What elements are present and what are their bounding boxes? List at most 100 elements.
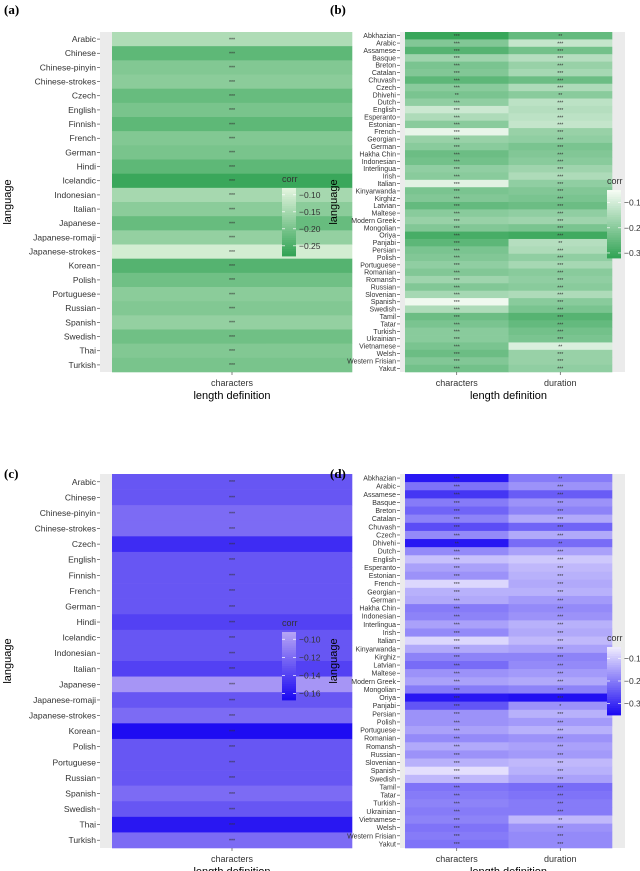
significance-label: *** xyxy=(454,182,460,188)
y-tick-label-western-frisian: Western Frisian xyxy=(347,358,396,365)
legend-gradient-step xyxy=(607,649,621,652)
y-tick-label-interlingua: Interlingua xyxy=(363,166,396,173)
legend-tick-label: −0.10 xyxy=(299,634,321,644)
legend-gradient-step xyxy=(282,681,296,685)
y-tick-label-kirghiz: Kirghiz xyxy=(375,654,397,661)
legend-gradient-step xyxy=(282,684,296,687)
heatmap-cell-maltese-duration xyxy=(508,209,613,218)
legend-gradient-step xyxy=(282,672,296,676)
significance-label: *** xyxy=(454,307,460,313)
significance-label: *** xyxy=(454,647,460,653)
y-axis-title: language xyxy=(328,179,340,224)
legend-gradient-step xyxy=(607,239,621,243)
heatmap-cell-panjabi-characters xyxy=(405,701,509,711)
heatmap-cell-georgian-characters xyxy=(405,135,509,144)
heatmap-cell-portuguese-characters xyxy=(405,726,509,735)
heatmap-cell-kirghiz-duration xyxy=(508,652,613,662)
y-tick-label-romanian: Romanian xyxy=(364,270,396,277)
panel-d: (d) *** **Abkhazian*** ***Arabic*** ***Assam… xyxy=(328,466,640,871)
significance-label: *** xyxy=(454,137,460,143)
significance-label: *** xyxy=(557,509,563,515)
legend-gradient-step xyxy=(282,643,296,646)
y-tick-label-western-frisian: Western Frisian xyxy=(347,833,396,840)
heatmap-cell-dutch-characters xyxy=(405,547,509,556)
heatmap-cell-maltese-characters xyxy=(405,209,509,218)
significance-label: *** xyxy=(557,300,563,306)
significance-label: *** xyxy=(229,714,235,720)
panel-a: (a) *** Arabic *** Chinese *** Chinese-pinyin *… xyxy=(2,2,353,402)
heatmap-cell-korean-characters xyxy=(112,258,353,274)
heatmap-cell-western-frisian-characters xyxy=(405,357,509,365)
legend-gradient-step xyxy=(607,701,621,705)
significance-label: *** xyxy=(557,307,563,313)
legend-gradient-step xyxy=(607,705,621,709)
y-tick-label-breton: Breton xyxy=(375,508,396,515)
heatmap-cell-tamil-duration xyxy=(508,312,613,321)
legend-gradient-step xyxy=(607,712,621,716)
legend-gradient-step xyxy=(607,230,621,234)
heatmap-cell-dhivehi-characters xyxy=(405,539,509,548)
significance-label: *** xyxy=(557,115,563,121)
significance-label: *** xyxy=(454,574,460,580)
heatmap-cell-basque-characters xyxy=(405,54,509,62)
y-tick-label-german: German xyxy=(65,601,96,611)
legend-title: corr xyxy=(282,618,298,628)
legend-gradient-step xyxy=(607,224,621,227)
legend-gradient-step xyxy=(282,688,296,692)
legend-gradient-step xyxy=(282,210,296,214)
y-tick-label-mongolian: Mongolian xyxy=(364,687,396,694)
heatmap-cell-italian-duration xyxy=(508,636,613,646)
significance-label: *** xyxy=(229,52,235,58)
significance-label: *** xyxy=(557,598,563,604)
heatmap-cell-turkish-characters xyxy=(405,799,509,808)
heatmap-cell-assamese-characters xyxy=(405,490,509,499)
heatmap-cell-vietnamese-characters xyxy=(405,815,509,824)
y-tick-label-polish: Polish xyxy=(73,742,96,752)
heatmap-cell-swedish-duration xyxy=(508,305,613,314)
significance-label: *** xyxy=(454,123,460,129)
heatmap-cell-romansh-characters xyxy=(405,742,509,751)
heatmap-cell-yakut-duration xyxy=(508,364,613,373)
significance-label: *** xyxy=(557,590,563,596)
heatmap-cell-arabic-characters xyxy=(405,482,509,491)
y-tick-label-portuguese: Portuguese xyxy=(360,262,396,269)
y-tick-label-arabic: Arabic xyxy=(376,41,396,48)
y-tick-label-irish: Irish xyxy=(383,174,396,181)
legend-gradient-step xyxy=(607,219,621,223)
significance-label: *** xyxy=(454,802,460,808)
heatmap-cell-thai-characters xyxy=(112,343,353,359)
significance-label: *** xyxy=(454,234,460,240)
significance-label: *** xyxy=(229,122,235,128)
heatmap-cell-tatar-characters xyxy=(405,320,509,328)
heatmap-cell-modern-greek-duration xyxy=(508,677,613,686)
legend-gradient-step xyxy=(607,226,621,229)
heatmap-cell-georgian-characters xyxy=(405,587,509,597)
legend-gradient-step xyxy=(607,683,621,686)
heatmap-cell-vietnamese-duration xyxy=(508,815,613,824)
heatmap-cell-dhivehi-duration xyxy=(508,539,613,548)
y-tick-label-japanese-strokes: Japanese-strokes xyxy=(29,711,96,721)
legend-gradient-step xyxy=(282,222,296,225)
legend-gradient-step xyxy=(282,235,296,239)
legend-gradient-step xyxy=(607,246,621,250)
significance-label: *** xyxy=(454,769,460,775)
legend-gradient-step xyxy=(282,237,296,241)
x-axis-title: length definition xyxy=(470,866,547,871)
y-tick-label-esperanto: Esperanto xyxy=(364,114,396,121)
heatmap-cell-interlingua-characters xyxy=(405,165,509,173)
heatmap-cell-english-characters xyxy=(405,555,509,564)
legend-gradient-step xyxy=(607,244,621,248)
y-tick-label-indonesian: Indonesian xyxy=(362,614,396,621)
heatmap-cell-indonesian-characters xyxy=(405,157,509,166)
heatmap-cell-slovenian-characters xyxy=(405,290,509,299)
heatmap-cell-hindi-characters xyxy=(112,614,353,631)
significance-label: *** xyxy=(557,234,563,240)
y-tick-label-polish: Polish xyxy=(377,719,396,726)
heatmap-cell-german-characters xyxy=(112,598,353,615)
heatmap-cell-polish-characters xyxy=(112,272,353,288)
significance-label: *** xyxy=(454,71,460,77)
y-tick-label-icelandic: Icelandic xyxy=(62,633,96,643)
y-tick-label-persian: Persian xyxy=(372,247,396,254)
significance-label: *** xyxy=(557,78,563,84)
